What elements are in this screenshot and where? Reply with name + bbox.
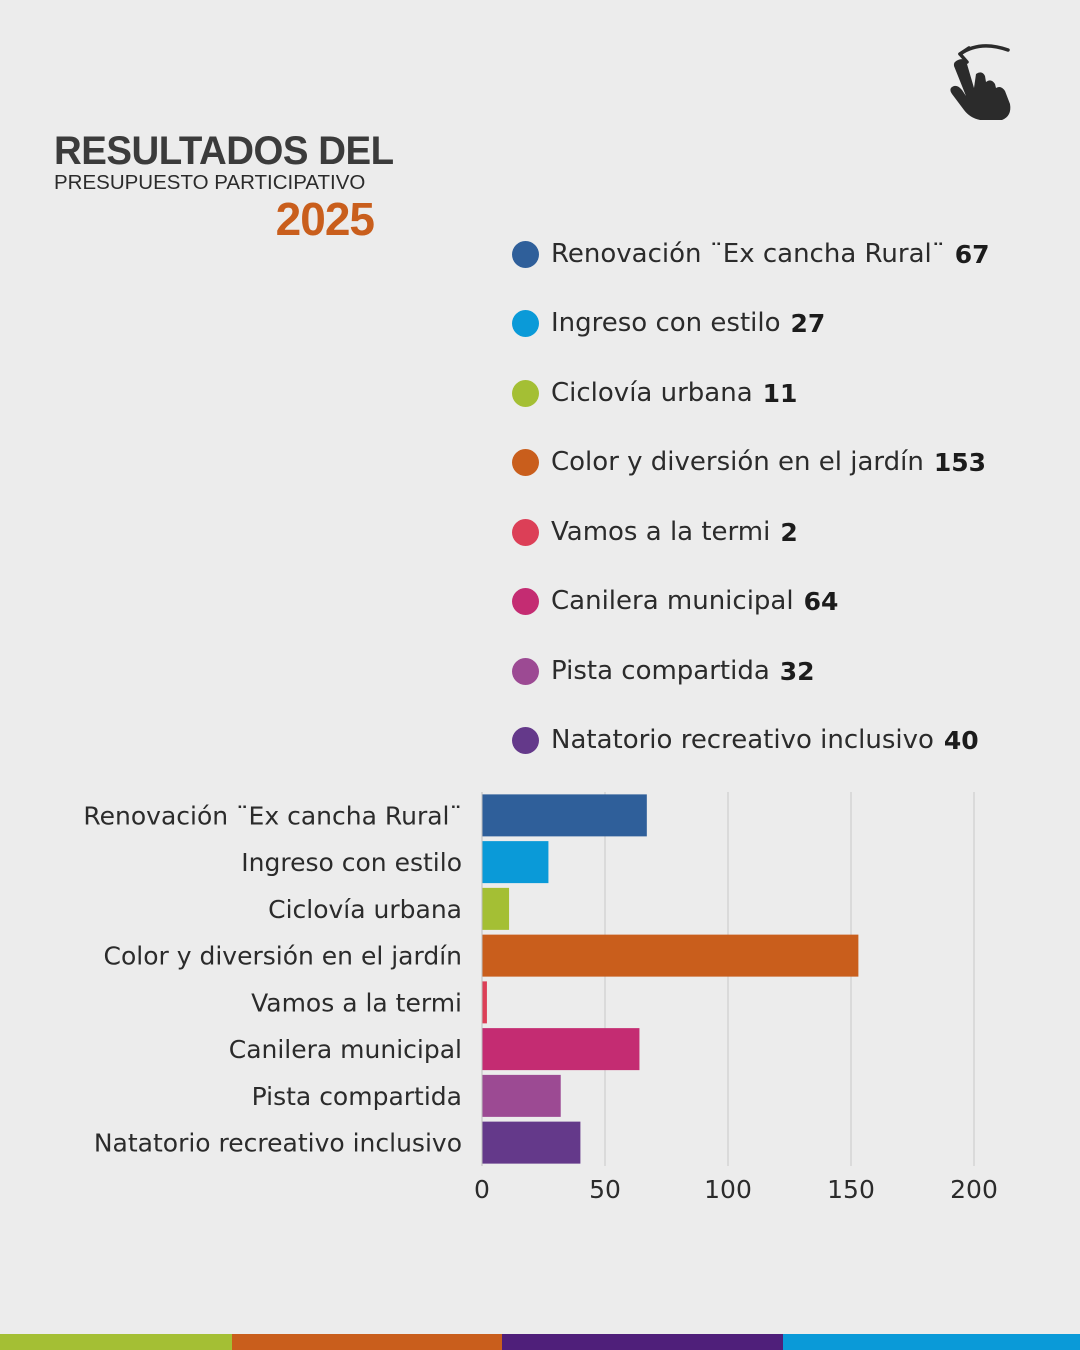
legend-item: Natatorio recreativo inclusivo 40 — [512, 722, 979, 758]
bar — [482, 934, 859, 977]
legend-label: Ingreso con estilo — [551, 308, 781, 338]
legend-dot — [512, 587, 539, 615]
legend-dot — [512, 379, 539, 407]
title-block: RESULTADOS DEL PRESUPUESTO PARTICIPATIVO… — [54, 128, 394, 245]
stripe-segment — [0, 1334, 232, 1350]
category-label: Pista compartida — [252, 1082, 462, 1111]
legend-value: 64 — [803, 586, 839, 616]
category-label: Natatorio recreativo inclusivo — [94, 1129, 462, 1158]
legend-label: Renovación ¨Ex cancha Rural¨ — [551, 239, 945, 269]
legend-dot — [512, 240, 539, 268]
bar — [482, 1121, 581, 1164]
legend-item: Pista compartida 32 — [512, 653, 815, 689]
legend-label: Pista compartida — [551, 656, 770, 686]
legend-item: Vamos a la termi 2 — [512, 514, 798, 550]
legend-label: Natatorio recreativo inclusivo — [551, 725, 934, 755]
stripe-segment — [502, 1334, 783, 1350]
category-label: Ciclovía urbana — [268, 895, 462, 924]
bar — [482, 794, 647, 837]
legend-label: Vamos a la termi — [551, 517, 771, 547]
legend-item: Ciclovía urbana 11 — [512, 375, 797, 411]
bar — [482, 887, 510, 930]
legend-label: Ciclovía urbana — [551, 378, 753, 408]
category-label: Vamos a la termi — [251, 988, 462, 1017]
legend-dot — [512, 657, 539, 685]
x-tick-label: 50 — [589, 1175, 621, 1204]
bar — [482, 981, 487, 1024]
legend-dot — [512, 309, 539, 337]
legend-item: Canilera municipal 64 — [512, 583, 838, 619]
legend-item: Ingreso con estilo 27 — [512, 305, 825, 341]
x-tick-label: 150 — [827, 1175, 875, 1204]
bar-chart: Renovación ¨Ex cancha Rural¨ Ingreso con … — [83, 792, 998, 1204]
legend-value: 67 — [954, 239, 990, 269]
bar — [482, 1028, 640, 1071]
category-label: Ingreso con estilo — [241, 848, 462, 877]
bottom-color-stripe — [0, 1334, 1080, 1350]
legend-item: Renovación ¨Ex cancha Rural¨ 67 — [512, 236, 990, 272]
legend-item: Color y diversión en el jardín 153 — [512, 444, 986, 480]
legend-dot — [512, 726, 539, 754]
category-label: Renovación ¨Ex cancha Rural¨ — [83, 801, 462, 830]
legend-value: 40 — [943, 725, 979, 755]
pointing-hand-swipe-icon — [940, 38, 1018, 122]
legend-value: 2 — [780, 517, 798, 547]
bar — [482, 1074, 561, 1117]
bar — [482, 841, 549, 884]
page-title: RESULTADOS DEL — [54, 129, 394, 173]
x-tick-label: 200 — [950, 1175, 998, 1204]
x-tick-label: 100 — [704, 1175, 752, 1204]
x-tick-label: 0 — [474, 1175, 490, 1204]
stripe-segment — [783, 1334, 1080, 1350]
legend-label: Color y diversión en el jardín — [551, 447, 924, 477]
category-label: Canilera municipal — [229, 1035, 462, 1064]
legend-value: 11 — [762, 378, 798, 408]
stripe-segment — [232, 1334, 502, 1350]
legend-value: 153 — [933, 447, 987, 477]
legend-label: Canilera municipal — [551, 586, 794, 616]
legend-dot — [512, 448, 539, 476]
legend-dot — [512, 518, 539, 546]
page-subtitle: PRESUPUESTO PARTICIPATIVO — [54, 171, 366, 194]
legend-value: 32 — [779, 656, 815, 686]
legend-value: 27 — [790, 308, 826, 338]
category-label: Color y diversión en el jardín — [104, 942, 463, 971]
page-year: 2025 — [275, 193, 375, 245]
